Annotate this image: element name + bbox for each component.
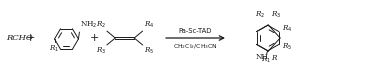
Text: R$_3$: R$_3$ — [271, 10, 282, 20]
Text: +: + — [90, 33, 99, 43]
Text: R$_1$: R$_1$ — [49, 44, 60, 54]
Text: R$_5$: R$_5$ — [282, 42, 292, 52]
Text: R$_2$: R$_2$ — [96, 20, 106, 30]
Text: R$_5$: R$_5$ — [143, 46, 154, 56]
Text: R$_4$: R$_4$ — [143, 20, 154, 30]
Text: R: R — [271, 54, 277, 62]
Text: R$_3$: R$_3$ — [96, 46, 106, 56]
Text: CH$_2$Cl$_2$/CH$_3$CN: CH$_2$Cl$_2$/CH$_3$CN — [173, 42, 218, 51]
Text: Pa-Sc-TAD: Pa-Sc-TAD — [179, 28, 212, 34]
Text: NH: NH — [256, 53, 269, 61]
Text: NH$_2$: NH$_2$ — [80, 20, 98, 30]
Text: RCHO: RCHO — [5, 34, 33, 42]
Text: R$_1$: R$_1$ — [261, 55, 271, 65]
Text: R$_2$: R$_2$ — [255, 10, 265, 20]
Text: R$_4$: R$_4$ — [282, 24, 293, 34]
Text: +: + — [26, 33, 35, 43]
